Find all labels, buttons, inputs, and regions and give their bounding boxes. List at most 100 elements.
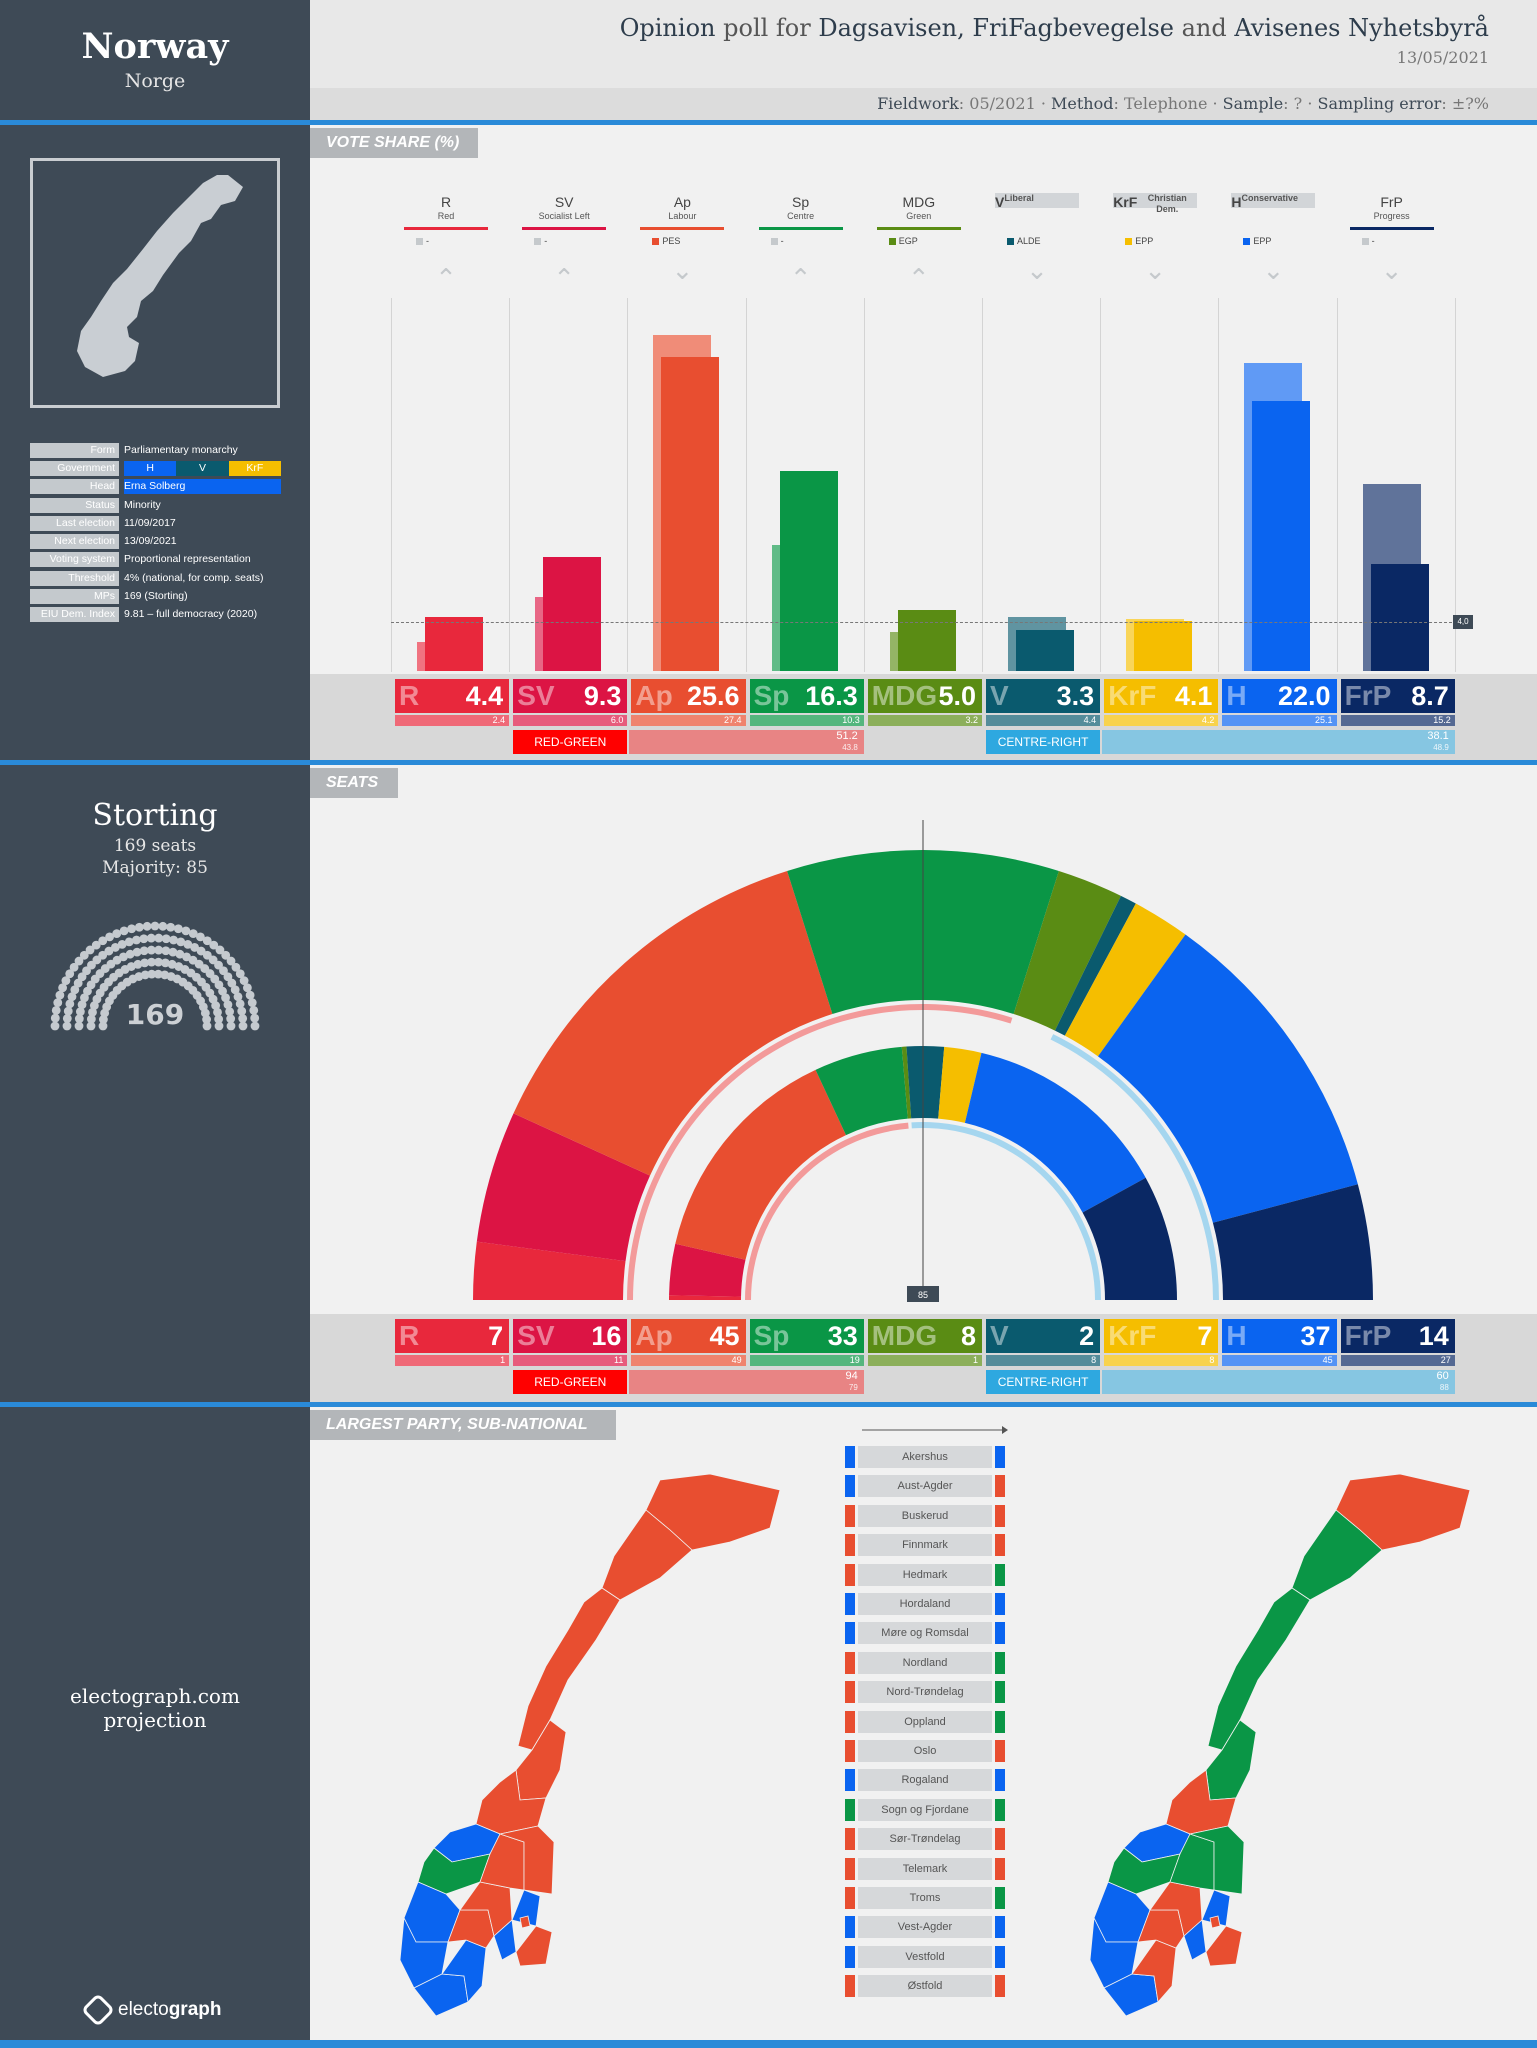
header-meta-band: [310, 88, 1537, 122]
poll-bar: [1016, 630, 1074, 671]
previous-vote-value: 10.3: [749, 715, 864, 726]
region-row: Vestfold: [845, 1944, 1005, 1968]
party-abbrev: R: [440, 194, 452, 210]
seat-dot: [88, 1007, 97, 1017]
european-group: EGP: [888, 236, 918, 246]
info-key: EIU Dem. Index: [30, 607, 119, 623]
european-group: -: [1361, 236, 1375, 246]
meta-key: Sample: [1222, 94, 1284, 113]
seat-dot: [74, 1014, 84, 1024]
seat-dot: [77, 1000, 87, 1009]
info-row: Voting system Proportional representation: [30, 551, 281, 569]
party-header-mdg: MDG Green: [876, 193, 961, 230]
seat-dot: [161, 934, 171, 944]
meta-value: ?: [1293, 94, 1303, 113]
info-row: Head Erna Solberg: [30, 478, 281, 496]
party-logo-icon: SV: [517, 680, 555, 711]
seat-dot: [226, 1021, 236, 1031]
party-abbrev: SV: [554, 194, 574, 210]
region-name: Møre og Romsdal: [858, 1622, 992, 1645]
column-separator: [391, 298, 392, 672]
party-name: Green: [906, 211, 932, 221]
seat-dot: [176, 937, 186, 947]
seat-value: 37: [1300, 1321, 1331, 1351]
region-map-projection: [1089, 1473, 1471, 2017]
seat-dot: [147, 957, 156, 967]
column-separator: [1218, 298, 1220, 672]
party-abbrev: KrF: [1113, 194, 1138, 210]
projected-largest-party: [995, 1593, 1005, 1615]
party-color-line: [758, 227, 843, 230]
country-map: [30, 158, 280, 408]
seat-dot: [215, 945, 225, 955]
projection-bloc-rim: [1050, 1034, 1219, 1300]
previous-seat-value: 11: [513, 1355, 628, 1366]
seat-dot: [190, 943, 200, 952]
party-header-v: V Liberal: [995, 193, 1079, 210]
column-separator: [745, 298, 747, 672]
seat-dot: [80, 993, 89, 1003]
seat-dot: [161, 946, 171, 956]
previous-largest-party: [845, 1563, 855, 1586]
seat-value-box: H 37: [1222, 1319, 1337, 1353]
country-name: Norway: [81, 26, 229, 67]
party-logo-icon: R: [399, 1320, 420, 1351]
seat-dot: [211, 1001, 221, 1010]
european-group-label: -: [426, 236, 429, 246]
county-shape: [1205, 1925, 1243, 1967]
party-color-line: [640, 227, 725, 230]
region-row: Nord-Trøndelag: [845, 1679, 1005, 1704]
info-value: Minority: [124, 498, 161, 511]
seat-dot: [154, 957, 163, 967]
region-row: Aust-Agder: [845, 1473, 1005, 1498]
seat-value: 7: [488, 1321, 504, 1351]
party-header-r: R Red: [404, 193, 488, 230]
previous-vote-value: 2.4: [395, 715, 510, 726]
european-group-swatch: [1361, 238, 1369, 246]
divider: [0, 1402, 1537, 1407]
poll-date: 13/05/2021: [1396, 48, 1489, 67]
seat-dot: [202, 936, 212, 946]
projected-largest-party: [995, 1740, 1005, 1762]
previous-largest-party: [845, 1534, 855, 1557]
projected-largest-party: [995, 1622, 1005, 1645]
party-color-line: [1349, 227, 1434, 230]
region-name: Nord-Trøndelag: [858, 1681, 992, 1704]
projected-largest-party: [995, 1887, 1005, 1909]
party-logo-icon: SV: [517, 1320, 555, 1351]
seat-dot: [225, 1007, 235, 1017]
info-row: Government H V KrF: [30, 459, 281, 477]
party-name: Liberal: [1004, 193, 1034, 203]
previous-vote-value: 4.4: [986, 715, 1101, 726]
party-color-line: [404, 227, 488, 230]
party-header-sv: SV Socialist Left: [522, 193, 607, 230]
previous-largest-party: [845, 1769, 855, 1792]
poll-bar: [1134, 620, 1193, 671]
parliament-total: 169: [125, 998, 185, 1031]
seat-dot: [98, 936, 108, 946]
vote-value-box: MDG 5.0: [867, 679, 982, 713]
footer-site: electograph.com: [70, 1684, 240, 1708]
seat-dot: [119, 952, 128, 962]
european-group-label: ALDE: [1017, 236, 1041, 246]
footer-kind: projection: [103, 1708, 207, 1732]
seat-dot: [226, 1014, 236, 1024]
trend-up-icon: ⌃: [435, 264, 457, 294]
projected-largest-party: [995, 1975, 1005, 1998]
vote-value: 3.3: [1056, 681, 1095, 711]
header-band: [310, 0, 1537, 88]
seat-dot: [74, 956, 84, 966]
party-name: Socialist Left: [538, 211, 590, 221]
seats-hemicycle: 85: [473, 820, 1373, 1302]
info-value: 4% (national, for comp. seats): [124, 571, 264, 584]
party-logo-icon: Sp: [753, 680, 790, 711]
party-logo-icon: H: [1226, 1320, 1247, 1351]
divider: [0, 2040, 1537, 2048]
european-group: -: [416, 236, 429, 246]
vote-value-box: Ap 25.6: [631, 679, 746, 713]
brand-logo: electograph: [81, 1993, 221, 2027]
party-abbrev: MDG: [902, 194, 936, 210]
poll-bar: [425, 616, 483, 671]
info-row: Threshold 4% (national, for comp. seats): [30, 569, 281, 587]
